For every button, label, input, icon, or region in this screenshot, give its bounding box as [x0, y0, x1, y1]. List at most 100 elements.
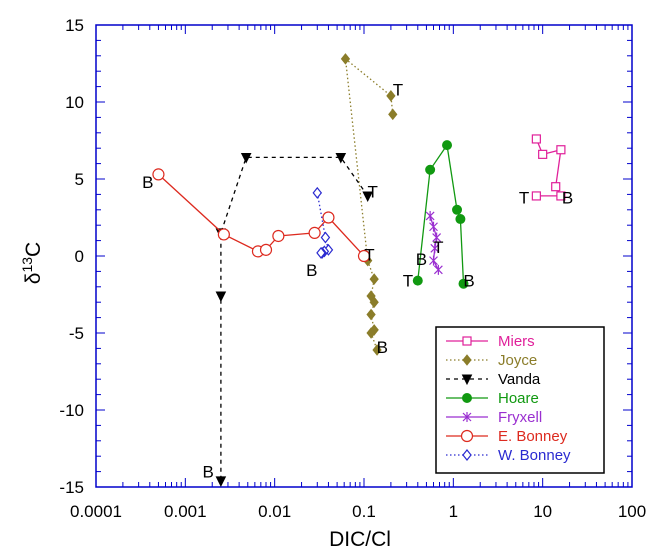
- data-point: [357, 249, 371, 263]
- legend-entry: Hoare: [446, 390, 539, 407]
- series-line: [344, 57, 394, 351]
- legend-label: Fryxell: [498, 409, 542, 426]
- data-point: [425, 164, 436, 175]
- y-tick-label: 0: [75, 247, 84, 266]
- series-miers: [531, 134, 566, 201]
- y-axis-label-tail: C: [22, 242, 45, 257]
- data-point: [452, 204, 463, 215]
- x-axis-label: DIC/Cl: [329, 528, 391, 549]
- data-point: [217, 228, 230, 241]
- legend-label: Hoare: [498, 390, 539, 407]
- data-point: [362, 191, 374, 203]
- y-axis-ticks: [96, 24, 632, 488]
- x-tick-label: 100: [618, 502, 646, 521]
- annotation-label: T: [367, 182, 377, 201]
- data-point: [462, 412, 472, 422]
- data-point: [372, 344, 382, 356]
- data-point: [432, 232, 442, 243]
- legend-entry: Vanda: [446, 371, 541, 388]
- data-point: [442, 140, 453, 151]
- annotation-label: B: [142, 173, 153, 192]
- y-axis-label: δ13C: [19, 242, 45, 284]
- legend-entry: Joyce: [446, 352, 537, 369]
- data-point: [531, 191, 541, 201]
- legend-entry: W. Bonney: [446, 447, 571, 464]
- data-point: [340, 53, 351, 65]
- annotation-label: B: [202, 463, 213, 482]
- data-point: [429, 255, 438, 266]
- data-point: [556, 191, 566, 201]
- data-point: [322, 211, 335, 224]
- data-point: [429, 221, 438, 232]
- data-point: [455, 214, 466, 225]
- data-point: [462, 336, 472, 346]
- annotation-label: B: [463, 272, 474, 291]
- series-w-bonney: [312, 186, 334, 259]
- data-point: [215, 291, 227, 303]
- data-point: [551, 182, 561, 192]
- series-hoare: [412, 140, 469, 289]
- legend-entry: E. Bonney: [446, 428, 568, 445]
- data-point: [461, 374, 473, 386]
- data-point: [215, 476, 227, 487]
- data-point: [386, 90, 396, 102]
- data-point: [152, 168, 165, 181]
- data-point: [259, 243, 273, 256]
- y-tick-label: 10: [65, 93, 84, 112]
- legend-label: Vanda: [498, 371, 541, 388]
- series-line: [220, 156, 369, 481]
- data-point: [369, 273, 379, 285]
- legend-entry: Fryxell: [446, 409, 542, 426]
- y-axis-label-main: δ: [22, 273, 45, 285]
- data-point: [425, 210, 435, 221]
- annotation-label: B: [306, 261, 317, 280]
- annotation-label: T: [519, 188, 529, 207]
- y-tick-label: 15: [65, 16, 84, 35]
- data-point: [460, 429, 474, 443]
- data-point: [316, 246, 326, 259]
- x-tick-label: 0.001: [164, 502, 207, 521]
- legend: Miers Joyce Vanda Hoare Fryxell E. Bonney W. B…: [435, 326, 605, 474]
- series-line: [417, 143, 465, 284]
- series-vanda: [215, 152, 374, 487]
- x-tick-label: 10: [533, 502, 552, 521]
- annotation-label: T: [403, 272, 413, 291]
- legend-label: W. Bonney: [498, 447, 571, 464]
- legend-label: Joyce: [498, 352, 537, 369]
- x-axis-ticks: [95, 25, 633, 487]
- data-point: [462, 449, 472, 461]
- x-tick-label: 0.1: [352, 502, 376, 521]
- x-tick-label: 0.0001: [70, 502, 122, 521]
- y-tick-label: -5: [69, 324, 84, 343]
- legend-entry: Miers: [446, 333, 535, 350]
- data-point: [366, 308, 376, 321]
- x-tick-label: 1: [449, 502, 458, 521]
- svg-text:δ13C: δ13C: [19, 242, 45, 284]
- data-point: [240, 152, 252, 164]
- data-point: [462, 393, 472, 403]
- annotation-label: B: [416, 250, 427, 269]
- data-point: [430, 243, 440, 254]
- legend-label: E. Bonney: [498, 428, 568, 445]
- data-point: [335, 152, 347, 164]
- annotation-label: T: [393, 81, 403, 100]
- data-point: [388, 108, 398, 121]
- data-point: [320, 231, 331, 244]
- data-point: [412, 275, 423, 286]
- y-tick-label: -10: [59, 401, 84, 420]
- plot-area: 0.0001 0.001 0.01 0.1 1 10 100 15 10 5 0 -5 -10 -15 T T…: [59, 16, 646, 521]
- data-point: [366, 327, 376, 339]
- data-point: [272, 229, 285, 243]
- series-fryxell: [425, 210, 443, 275]
- y-axis-label-sup: 13: [19, 257, 35, 273]
- legend-label: Miers: [498, 333, 535, 350]
- series-joyce: [340, 53, 398, 356]
- data-point: [433, 264, 443, 275]
- series-e-bonney: [152, 168, 371, 263]
- data-point: [462, 354, 472, 366]
- annotation-label: T: [433, 238, 443, 257]
- data-point: [458, 278, 469, 289]
- data-point: [308, 226, 321, 239]
- annotation-label: B: [562, 188, 573, 207]
